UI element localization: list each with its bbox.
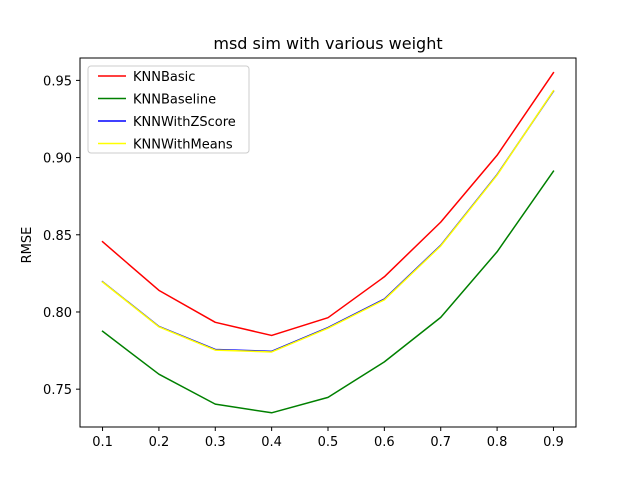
chart-title: msd sim with various weight [213, 34, 442, 53]
legend-label: KNNWithZScore [133, 115, 236, 130]
y-tick-label: 0.80 [43, 306, 72, 321]
y-axis-title: RMSE [20, 227, 35, 264]
x-tick-label: 0.1 [92, 435, 113, 450]
y-tick-label: 0.90 [43, 152, 72, 167]
plot-frame [79, 57, 577, 428]
ticks-layer: 0.1 0.2 0.3 0.4 0.5 0.6 0.7 0.8 0.9 0.75 0.80 0.85 0… [43, 74, 564, 450]
y-tick-label: 0.85 [43, 229, 72, 244]
x-tick-label: 0.9 [543, 435, 564, 450]
x-tick-label: 0.2 [149, 435, 170, 450]
series-line-0 [101, 71, 555, 337]
x-tick-label: 0.4 [261, 435, 282, 450]
x-tick-label: 0.7 [430, 435, 451, 450]
y-tick-label: 0.75 [43, 383, 72, 398]
x-tick-label: 0.3 [205, 435, 226, 450]
x-tick-label: 0.6 [374, 435, 395, 450]
series-line-3 [101, 89, 555, 353]
legend-box [87, 65, 250, 154]
y-tick-label: 0.95 [43, 74, 72, 89]
legend-label: KNNWithMeans [133, 138, 233, 153]
legend-label: KNNBaseline [133, 93, 216, 108]
series-layer [101, 71, 555, 414]
x-tick-label: 0.8 [487, 435, 508, 450]
x-tick-label: 0.5 [318, 435, 339, 450]
series-line-1 [101, 170, 555, 414]
legend-label: KNNBasic [133, 70, 195, 85]
legend: KNNBasic KNNBaseline KNNWithZScore KNNWithM… [87, 65, 250, 154]
